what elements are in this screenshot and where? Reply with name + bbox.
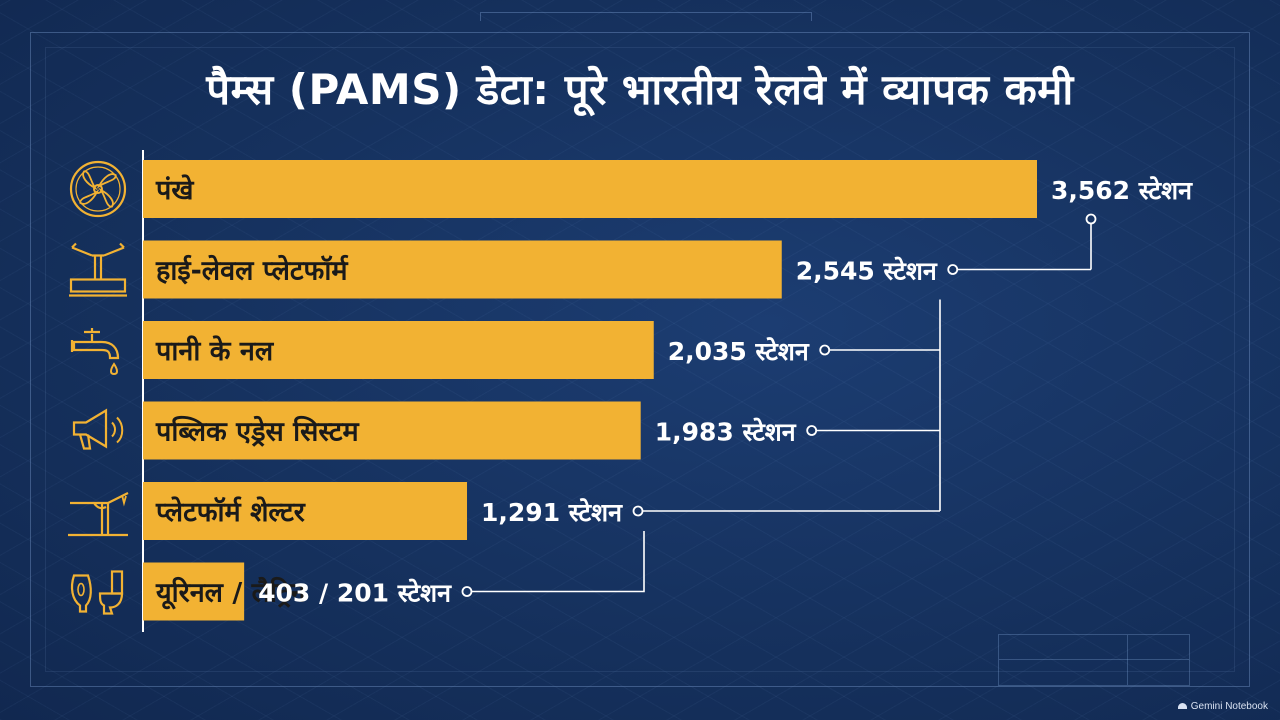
watermark-text: Gemini Notebook	[1190, 701, 1268, 712]
bar	[143, 401, 641, 460]
watermark: Gemini Notebook	[1177, 701, 1268, 712]
connector-dot	[806, 425, 818, 436]
bar-value-label: 1,291 स्टेशन	[481, 498, 623, 527]
bar	[143, 240, 782, 299]
fan-icon	[69, 160, 127, 218]
toilet-icon	[70, 570, 124, 615]
bar	[143, 160, 1037, 218]
bar-category-label: यूरिनल / लैट्रिन	[155, 577, 307, 611]
connector-lines	[471, 219, 1092, 593]
connector-dot	[947, 264, 959, 275]
gemini-logo-icon	[1177, 703, 1187, 710]
connector-dot	[632, 505, 644, 517]
bar	[143, 562, 245, 621]
megaphone-icon	[72, 408, 124, 450]
blueprint-inner-frame	[45, 47, 1235, 672]
bar-value-label: 403 / 201 स्टेशन	[258, 579, 452, 608]
bar	[143, 482, 468, 540]
connector-dot	[1085, 213, 1097, 225]
bar-category-label: हाई-लेवल प्लेटफॉर्म	[155, 255, 348, 287]
blueprint-dimension-mark	[480, 12, 812, 21]
bar-category-label: पब्लिक एड्रेस सिस्टम	[155, 416, 360, 448]
bar-value-label: 3,562 स्टेशन	[1051, 176, 1193, 205]
bar-value-label: 2,545 स्टेशन	[796, 257, 938, 286]
bar-value-label: 1,983 स्टेशन	[655, 418, 797, 447]
bar-value-label: 2,035 स्टेशन	[668, 337, 810, 366]
bar	[143, 321, 654, 379]
bar-category-label: पानी के नल	[155, 335, 275, 367]
connector-dot	[819, 344, 831, 356]
blueprint-title-block	[998, 634, 1190, 686]
blueprint-frame	[30, 32, 1250, 687]
bar-category-label: पंखे	[155, 174, 194, 206]
chart-title: पैम्स (PAMS) डेटा: पूरे भारतीय रेलवे में…	[206, 65, 1074, 114]
platform-icon	[69, 242, 127, 297]
water-tap-icon	[70, 328, 120, 376]
shelter-icon	[68, 492, 129, 537]
bar-category-label: प्लेटफॉर्म शेल्टर	[155, 496, 306, 528]
connector-dot	[461, 586, 473, 597]
